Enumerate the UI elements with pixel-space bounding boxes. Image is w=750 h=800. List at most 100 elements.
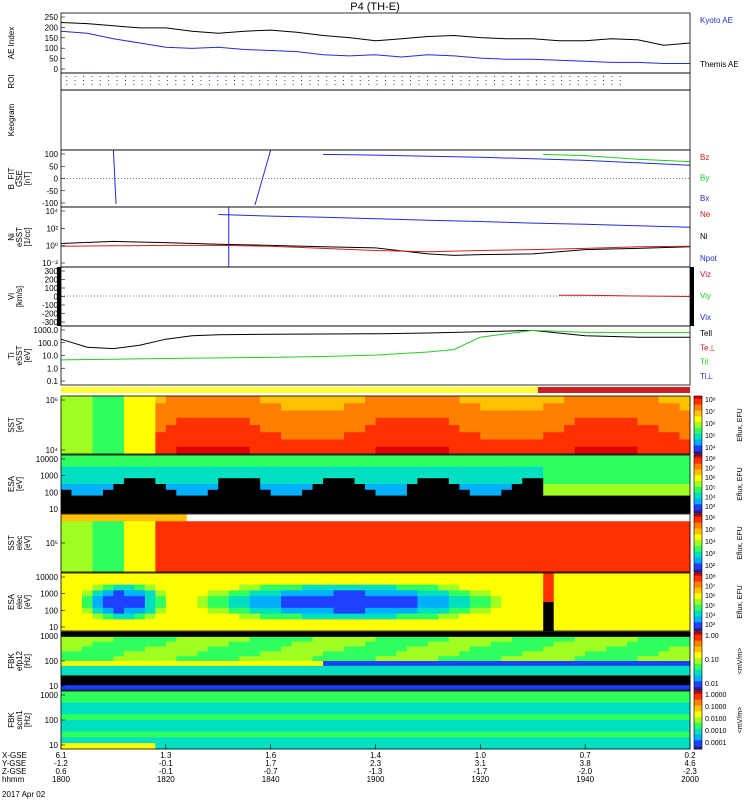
- esa_e-cell: [406, 584, 418, 591]
- esa_i-cell: [239, 472, 251, 479]
- fbk_e-cell: [165, 641, 177, 647]
- fbk_b-cell: [228, 725, 240, 733]
- esa_i-cell: [291, 495, 303, 502]
- fbk_b-cell: [144, 720, 156, 727]
- sst_i-cell: [281, 417, 293, 426]
- esa_e-cell: [564, 602, 576, 609]
- fbk_e-cell: [658, 670, 670, 676]
- esa_i-cell: [197, 507, 209, 514]
- fbk_e-cell: [627, 636, 639, 643]
- sst_e-cell: [165, 543, 177, 551]
- fbk_e-cell: [448, 632, 460, 638]
- esa_i-cell: [333, 484, 345, 491]
- roi-dot: [108, 80, 110, 81]
- esa_e-cell: [281, 596, 293, 603]
- fbk_e-cell: [218, 680, 230, 686]
- fbk_b-cell: [71, 743, 83, 750]
- sst_e-cell: [71, 550, 83, 558]
- esa_e-cell: [427, 584, 439, 591]
- sst_e-cell: [522, 514, 534, 522]
- sst_e-cell: [511, 514, 523, 522]
- sst_e-cell: [123, 528, 135, 537]
- esa_e-cell: [260, 602, 272, 609]
- esa_i-cell: [679, 478, 691, 485]
- fbk_e-cell: [427, 636, 439, 643]
- sst_i-cell: [123, 417, 135, 426]
- fbk_e-cell: [281, 641, 293, 647]
- esa_i-cell: [312, 472, 324, 479]
- sst_i-cell: [459, 417, 471, 426]
- esa_e-cell: [81, 613, 93, 620]
- esa_i-cell: [165, 495, 177, 502]
- fbk_b-cell: [417, 714, 429, 721]
- fbk_b-cell: [113, 702, 125, 709]
- esa_e-cell: [197, 613, 209, 620]
- fbk_b-cell: [239, 731, 251, 738]
- sst_i-cell: [312, 432, 324, 440]
- sst_i-cell: [553, 432, 565, 440]
- fbk_e-cell: [501, 685, 513, 691]
- sst_e-cell: [417, 564, 429, 573]
- fbk_e-cell: [396, 670, 408, 676]
- fbk_e-cell: [207, 680, 219, 686]
- sst_i-cell: [239, 396, 251, 404]
- esa_i-cell: [574, 484, 586, 491]
- sst_i-cell: [102, 432, 114, 440]
- esa_i-cell: [501, 455, 513, 462]
- esa_e-cell: [270, 596, 282, 603]
- esa_e-cell: [354, 607, 366, 615]
- fbk_b-cell: [480, 691, 492, 698]
- roi-dot: [594, 76, 596, 77]
- fbk_e-cell: [249, 680, 261, 686]
- colorbar-2-step: [694, 566, 702, 570]
- esa_e-cell: [81, 578, 93, 586]
- fbk_b-cell: [637, 714, 649, 721]
- ni-ylabel-1: Ni: [7, 233, 16, 241]
- esa_e-cell: [113, 584, 125, 591]
- esa_e-cell: [511, 573, 523, 580]
- fbk_e-cell: [270, 661, 282, 667]
- sst_e-cell: [176, 528, 188, 537]
- esa_i-cell: [427, 495, 439, 502]
- fbk_e-cell: [71, 636, 83, 643]
- fbk_b-cell: [186, 708, 198, 715]
- roi-dot: [611, 76, 613, 77]
- fbk_e-cell: [438, 675, 450, 681]
- esa_i-cell: [490, 460, 502, 468]
- sst_i-cell: [417, 425, 429, 433]
- colorbar-5-step: [694, 728, 702, 733]
- fbk_b-cell: [61, 708, 72, 715]
- sst_i-cell: [270, 417, 282, 426]
- roi-dot: [544, 76, 546, 77]
- fbk_e-cell: [616, 641, 628, 647]
- esa_i-cell: [396, 507, 408, 514]
- fbk_b-cell: [302, 696, 314, 704]
- fbk_e-cell: [165, 651, 177, 657]
- fbk_e-cell: [365, 632, 376, 638]
- sst_i-cell: [375, 446, 387, 455]
- roi-dot: [334, 84, 336, 85]
- sst_i-cell: [448, 425, 460, 433]
- sst_e-cell: [469, 535, 481, 544]
- fbk_b-cell: [228, 696, 240, 704]
- sst_e-cell: [396, 535, 408, 544]
- colorbar-5-step: [694, 717, 702, 721]
- colorbar-1-tick: 10⁷: [705, 466, 716, 473]
- esa_e-cell: [396, 625, 408, 632]
- fbk_b-cell: [197, 725, 209, 733]
- esa_e-cell: [396, 596, 408, 603]
- fbk_b-cell: [207, 696, 219, 704]
- fbk_e-cell: [606, 685, 618, 691]
- fbk_e-cell: [469, 670, 481, 676]
- ni-ytick-label: 10⁴: [46, 207, 59, 216]
- fbk_b-cell: [459, 714, 471, 721]
- colorbar-5-step: [694, 743, 702, 747]
- sst_e-cell: [354, 535, 366, 544]
- esa_i-cell: [679, 495, 691, 502]
- sst_e-cell: [354, 514, 366, 522]
- esa_i-cell: [375, 484, 387, 491]
- sst_i-cell: [61, 396, 72, 404]
- sst_e-cell: [417, 543, 429, 551]
- fbk_e-cell: [480, 632, 492, 638]
- ti-legend-1: Te⊥: [700, 343, 715, 352]
